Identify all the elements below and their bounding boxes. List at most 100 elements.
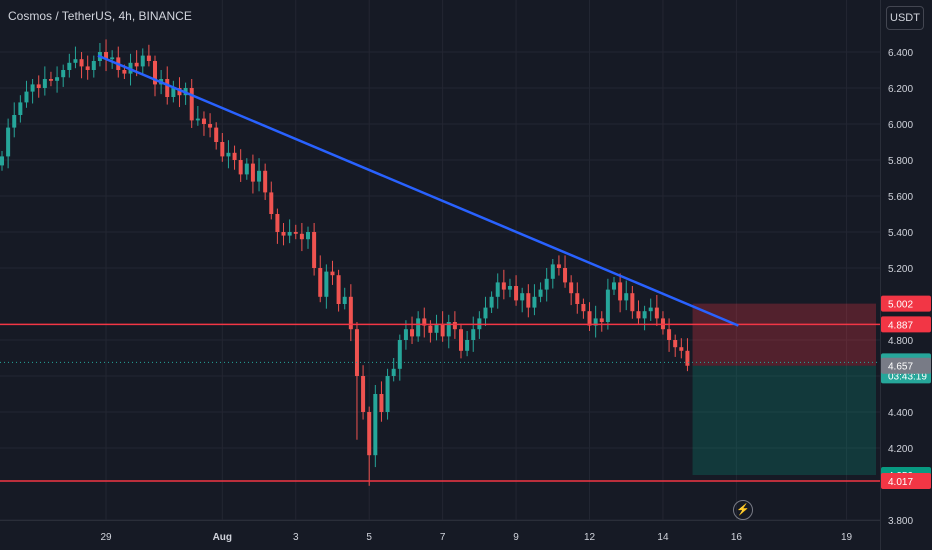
- candle-body: [110, 57, 115, 60]
- support-price-label-bg: [881, 472, 931, 489]
- candle-body: [91, 61, 96, 70]
- candle-body: [593, 318, 598, 326]
- candle-body: [287, 232, 292, 236]
- candle-body: [342, 296, 347, 304]
- candle-body: [654, 307, 659, 319]
- candle-body: [544, 278, 549, 290]
- candle-body: [293, 232, 298, 234]
- candle-body: [146, 55, 151, 61]
- x-tick-label: 12: [584, 532, 596, 543]
- symbol-title: Cosmos / TetherUS, 4h, BINANCE: [8, 9, 192, 23]
- y-tick-label: 4.800: [888, 336, 913, 347]
- candle-body: [636, 311, 641, 319]
- candle-body: [532, 296, 537, 308]
- candle-body: [79, 59, 84, 67]
- candle-body: [36, 84, 41, 88]
- candle-body: [73, 59, 78, 63]
- y-tick-label: 5.800: [888, 156, 913, 167]
- y-tick-label: 6.400: [888, 48, 913, 59]
- candle-body: [514, 286, 519, 301]
- candle-body: [269, 192, 274, 214]
- candle-body: [257, 170, 262, 182]
- candle-body: [226, 152, 231, 157]
- candle-body: [575, 293, 580, 304]
- candle-body: [189, 88, 194, 121]
- lightning-icon[interactable]: ⚡: [733, 500, 753, 520]
- candle-body: [354, 329, 359, 376]
- price-axis-border: [880, 0, 881, 550]
- candle-body: [250, 163, 255, 182]
- candle-body: [550, 264, 555, 279]
- x-tick-label: 29: [100, 532, 112, 543]
- candle-body: [171, 88, 176, 97]
- candle-body: [281, 232, 286, 236]
- candle-body: [428, 325, 433, 333]
- candle-body: [48, 79, 53, 81]
- candle-body: [605, 289, 610, 322]
- candle-body: [673, 340, 678, 348]
- candle-body: [397, 340, 402, 369]
- candle-body: [422, 318, 427, 326]
- candle-body: [318, 268, 323, 297]
- candle-body: [238, 160, 243, 175]
- candle-body: [220, 142, 225, 157]
- candle-body: [465, 340, 470, 351]
- candle-body: [446, 322, 451, 337]
- candle-body: [134, 62, 139, 67]
- entry-price-label-bg: [881, 357, 931, 374]
- candle-body: [24, 91, 29, 103]
- level-price-label-bg: [881, 316, 931, 333]
- candle-body: [367, 412, 372, 456]
- candle-body: [501, 282, 506, 290]
- x-tick-label: 19: [841, 532, 853, 543]
- y-tick-label: 4.400: [888, 408, 913, 419]
- y-tick-label: 6.200: [888, 84, 913, 95]
- candle-body: [434, 323, 439, 333]
- candle-body: [679, 347, 684, 351]
- x-tick-label: Aug: [213, 532, 232, 543]
- support-price-label: 4.017: [888, 477, 913, 488]
- candle-body: [410, 329, 415, 337]
- candle-body: [379, 394, 384, 412]
- y-tick-label: 6.000: [888, 120, 913, 131]
- candle-body: [330, 271, 335, 276]
- candle-body: [55, 77, 60, 81]
- candle-body: [618, 282, 623, 301]
- stop-price-label-bg: [881, 295, 931, 312]
- candle-body: [648, 307, 653, 312]
- candle-body: [361, 376, 366, 412]
- candle-body: [336, 275, 341, 304]
- candle-body: [403, 329, 408, 340]
- y-tick-label: 5.400: [888, 228, 913, 239]
- candle-body: [685, 350, 690, 366]
- candle-body: [30, 84, 35, 92]
- stop-price-label: 5.002: [888, 300, 913, 311]
- countdown-label: 03:43:19: [888, 371, 927, 382]
- candle-body: [348, 296, 353, 330]
- candle-body: [452, 322, 457, 330]
- candle-body: [538, 289, 543, 297]
- candle-body: [306, 232, 310, 240]
- candle-body: [556, 264, 561, 268]
- candle-body: [275, 214, 280, 232]
- candle-body: [612, 282, 616, 290]
- candle-body: [18, 102, 23, 115]
- candle-body: [391, 368, 396, 376]
- candle-body: [122, 70, 127, 74]
- candle-body: [195, 118, 200, 121]
- candle-body: [214, 127, 219, 142]
- candle-body: [263, 170, 268, 193]
- candle-body: [440, 323, 445, 337]
- candle-body: [177, 88, 182, 96]
- candle-body: [520, 293, 525, 301]
- y-tick-label: 5.600: [888, 192, 913, 203]
- candle-body: [324, 271, 329, 297]
- currency-button[interactable]: USDT: [886, 6, 924, 30]
- candle-body: [624, 293, 629, 301]
- level-price-label: 4.887: [888, 320, 913, 331]
- candle-body: [165, 79, 170, 97]
- candle-body: [385, 376, 390, 412]
- y-tick-label: 5.200: [888, 264, 913, 275]
- candle-body: [104, 52, 109, 60]
